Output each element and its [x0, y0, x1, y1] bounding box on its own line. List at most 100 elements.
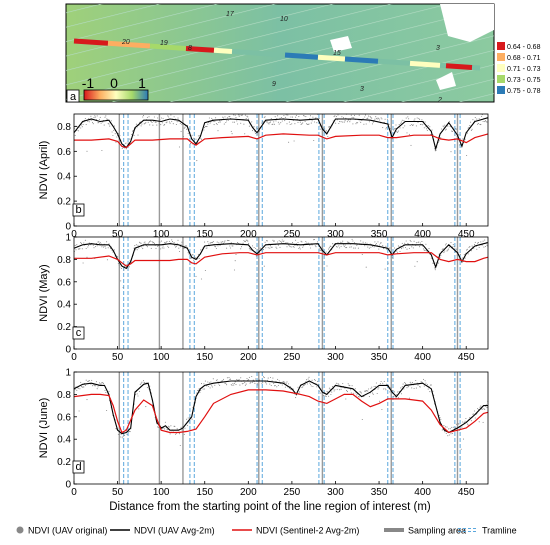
- plot-frame: [73, 236, 489, 350]
- uav-point: [224, 116, 226, 118]
- uav-point: [117, 433, 119, 436]
- uav-point: [450, 242, 452, 244]
- uav-point: [294, 244, 296, 246]
- uav-point: [447, 249, 449, 251]
- uav-point: [449, 126, 451, 128]
- y-tick-label: 0.2: [57, 457, 71, 468]
- uav-point: [91, 379, 93, 381]
- uav-point: [306, 379, 308, 381]
- uav-point: [90, 244, 92, 246]
- uav-point: [91, 121, 94, 123]
- uav-point: [362, 241, 364, 243]
- uav-point: [86, 150, 88, 152]
- uav-point: [338, 245, 340, 247]
- uav-point: [163, 124, 165, 126]
- uav-point: [140, 242, 142, 244]
- uav-point: [164, 124, 166, 126]
- uav-point: [212, 378, 214, 380]
- uav-point: [301, 387, 303, 389]
- uav-point: [410, 240, 412, 243]
- uav-point: [482, 240, 484, 242]
- uav-point: [135, 244, 137, 246]
- uav-point: [127, 267, 129, 269]
- uav-point: [224, 382, 226, 384]
- uav-point: [310, 385, 312, 387]
- uav-point: [328, 387, 330, 389]
- uav-point: [205, 126, 207, 128]
- uav-point: [464, 420, 466, 422]
- uav-point: [243, 239, 245, 242]
- uav-point: [266, 240, 268, 242]
- uav-point: [342, 121, 344, 123]
- uav-point: [256, 249, 258, 251]
- uav-point: [472, 119, 474, 121]
- uav-point: [470, 121, 472, 123]
- uav-point: [290, 389, 292, 391]
- uav-point: [228, 239, 230, 242]
- uav-point: [406, 248, 408, 250]
- uav-point: [101, 246, 103, 248]
- uav-point: [444, 244, 447, 246]
- uav-point: [218, 121, 220, 124]
- uav-point: [141, 381, 143, 383]
- uav-point: [349, 121, 351, 123]
- uav-point: [199, 391, 201, 393]
- uav-point: [292, 245, 294, 247]
- uav-point: [165, 241, 167, 243]
- uav-point: [93, 117, 95, 119]
- uav-point: [80, 242, 82, 244]
- uav-point: [182, 247, 184, 249]
- uav-point: [377, 241, 379, 243]
- uav-point: [282, 241, 284, 243]
- uav-point: [263, 116, 265, 118]
- map-nodata-area: [330, 36, 352, 52]
- uav-point: [238, 379, 240, 381]
- x-tick-label: 350: [371, 487, 388, 498]
- uav-point: [262, 376, 265, 378]
- uav-point: [273, 123, 276, 125]
- uav-point: [224, 240, 226, 242]
- uav-point: [367, 246, 369, 248]
- uav-point: [382, 388, 385, 390]
- uav-point: [414, 265, 416, 267]
- uav-point: [276, 386, 278, 388]
- uav-point: [200, 383, 203, 385]
- uav-point: [462, 421, 464, 423]
- uav-point: [148, 116, 150, 118]
- uav-point: [368, 388, 370, 390]
- uav-point: [219, 121, 221, 123]
- uav-point: [228, 116, 230, 118]
- uav-point: [481, 408, 483, 410]
- uav-point: [85, 247, 87, 250]
- uav-point: [327, 136, 329, 138]
- uav-point: [309, 115, 312, 117]
- uav-point: [424, 380, 426, 382]
- uav-point: [313, 121, 316, 123]
- uav-point: [222, 380, 224, 382]
- uav-point: [421, 240, 423, 243]
- uav-point: [264, 116, 266, 118]
- uav-point: [267, 122, 269, 124]
- uav-point: [304, 120, 306, 122]
- uav-point: [84, 118, 86, 120]
- uav-point: [98, 241, 100, 243]
- uav-point: [244, 382, 246, 384]
- uav-point: [402, 127, 404, 129]
- uav-point: [240, 248, 242, 250]
- uav-point: [467, 253, 469, 255]
- uav-point: [477, 407, 479, 410]
- uav-point: [167, 429, 169, 431]
- uav-point: [219, 384, 221, 386]
- uav-point: [389, 247, 391, 249]
- uav-point: [339, 121, 341, 123]
- uav-point: [98, 122, 100, 124]
- uav-point: [153, 243, 155, 245]
- uav-point: [346, 390, 348, 392]
- uav-point: [454, 134, 456, 136]
- uav-point: [122, 435, 124, 438]
- uav-point: [380, 242, 382, 244]
- uav-point: [225, 382, 227, 384]
- x-tick-label: 350: [371, 229, 388, 240]
- legend-item: NDVI (UAV Avg-2m): [110, 526, 215, 536]
- uav-point: [328, 248, 330, 250]
